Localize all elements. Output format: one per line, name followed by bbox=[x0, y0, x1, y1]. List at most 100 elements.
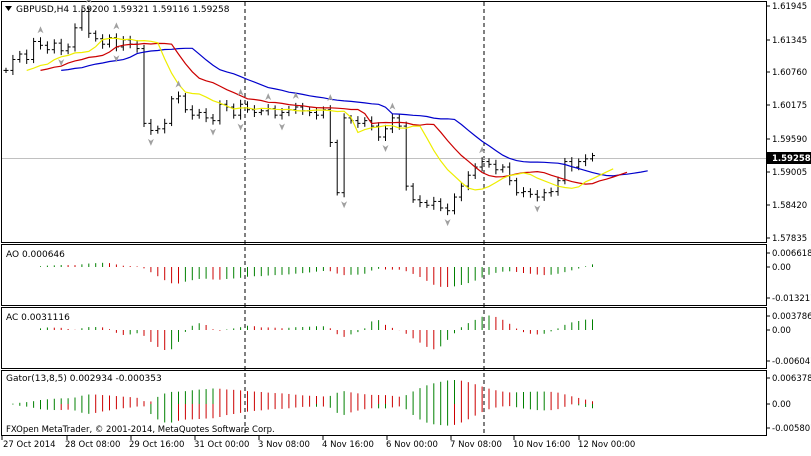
ac-axis-label: 0.00 bbox=[772, 326, 791, 336]
fractal-down-marker bbox=[113, 55, 120, 63]
ao-axis-label: 0.00 bbox=[772, 263, 791, 273]
time-axis-label: 27 Oct 2014 bbox=[3, 440, 56, 450]
time-axis-label: 29 Oct 16:00 bbox=[129, 440, 184, 450]
ohlc-bar bbox=[362, 117, 368, 127]
ohlc-bar bbox=[189, 105, 195, 120]
price-axis-label: 1.60175 bbox=[772, 101, 807, 111]
fractal-down-marker bbox=[210, 128, 216, 136]
fractal-up-marker bbox=[292, 91, 299, 99]
ao-axis-label: 0.006618 bbox=[772, 249, 811, 259]
ao-axis-label: -0.013217 bbox=[772, 294, 811, 304]
ohlc-bar bbox=[341, 113, 347, 198]
current-price-label: 1.59258 bbox=[772, 154, 811, 164]
ac-axis-label: 0.003786 bbox=[772, 312, 811, 322]
ohlc-bar bbox=[231, 103, 237, 119]
fractal-up-marker bbox=[37, 26, 44, 34]
ohlc-bar bbox=[417, 195, 423, 208]
ac-axis: 0.003786 0.00 -0.006047 bbox=[766, 312, 811, 367]
main-price-axis[interactable]: 1.61945 1.61345 1.60760 1.60175 1.59590 … bbox=[766, 2, 807, 244]
ohlc-bar bbox=[10, 54, 16, 75]
ohlc-bar bbox=[127, 35, 133, 49]
fractal-up-marker bbox=[85, 0, 92, 3]
fractal-up-marker bbox=[237, 88, 244, 96]
gator-axis-label: 0.00 bbox=[772, 400, 791, 410]
ohlc-bar bbox=[210, 113, 216, 125]
ohlc-bar bbox=[500, 164, 506, 173]
fractal-up-marker bbox=[389, 102, 396, 110]
fractal-up-marker bbox=[479, 146, 486, 154]
price-axis-label: 1.59590 bbox=[772, 135, 807, 145]
ohlc-bar bbox=[534, 190, 540, 202]
ohlc-bar bbox=[17, 50, 23, 63]
ohlc-bar bbox=[251, 105, 257, 118]
ohlc-bar bbox=[169, 96, 175, 127]
ao-info-text: AO 0.000646 bbox=[6, 250, 65, 260]
ohlc-bar bbox=[590, 152, 595, 162]
ohlc-bar bbox=[272, 105, 278, 119]
ohlc-bar bbox=[258, 108, 264, 116]
ohlc-bar bbox=[238, 99, 244, 120]
ohlc-bar bbox=[431, 196, 437, 210]
fractal-down-marker bbox=[382, 144, 389, 152]
chart-corner-triangle bbox=[5, 6, 12, 11]
ohlc-bar bbox=[569, 157, 575, 172]
ohlc-bar bbox=[300, 102, 306, 115]
ohlc-bar bbox=[389, 113, 395, 134]
gator-panel-frame bbox=[1, 370, 767, 436]
ohlc-bar bbox=[458, 181, 464, 202]
ohlc-bar bbox=[196, 108, 202, 119]
ohlc-bar bbox=[452, 193, 457, 215]
ao-axis: 0.006618 0.00 -0.013217 bbox=[766, 249, 811, 304]
time-axis-label: 12 Nov 00:00 bbox=[578, 440, 635, 450]
ohlc-bar bbox=[86, 6, 92, 38]
gator-info-text: Gator(13,8,5) 0.002934 -0.000353 bbox=[6, 374, 162, 384]
ohlc-bar bbox=[514, 177, 520, 196]
ohlc-bar bbox=[355, 116, 361, 128]
fractal-down-marker bbox=[534, 205, 541, 213]
ohlc-bar bbox=[521, 187, 526, 198]
ohlc-bar bbox=[182, 93, 188, 113]
ohlc-bar bbox=[403, 121, 409, 191]
ohlc-bar bbox=[203, 108, 209, 123]
ohlc-bar bbox=[51, 39, 57, 54]
alligator-jaw-line bbox=[61, 47, 648, 177]
ao-panel-frame bbox=[1, 244, 767, 306]
ohlc-bar bbox=[79, 8, 85, 31]
ohlc-bar bbox=[176, 91, 181, 104]
ohlc-bar bbox=[24, 49, 30, 64]
ohlc-bar bbox=[438, 198, 444, 212]
ohlc-bar bbox=[286, 106, 292, 117]
main-panel-frame bbox=[1, 1, 767, 243]
ohlc-bar bbox=[541, 188, 547, 201]
fractal-down-marker bbox=[341, 201, 348, 209]
alligator-teeth-line bbox=[40, 42, 628, 185]
fractal-down-marker bbox=[279, 123, 285, 131]
ohlc-bar bbox=[479, 157, 485, 172]
ohlc-bar bbox=[376, 122, 382, 141]
ohlc-bar bbox=[445, 203, 451, 216]
fractal-up-marker bbox=[327, 94, 334, 102]
ac-panel-frame bbox=[1, 307, 767, 369]
ohlc-bar bbox=[155, 125, 161, 134]
price-axis-label: 1.61345 bbox=[772, 36, 807, 46]
ohlc-bar bbox=[141, 44, 147, 128]
time-axis-label: 28 Oct 08:00 bbox=[65, 440, 120, 450]
fractal-down-marker bbox=[58, 59, 65, 67]
fractal-down-marker bbox=[147, 138, 154, 146]
price-axis-label: 1.61945 bbox=[772, 2, 807, 12]
ohlc-bar bbox=[507, 162, 513, 186]
time-axis-label: 10 Nov 16:00 bbox=[513, 440, 570, 450]
price-axis-label: 1.58420 bbox=[772, 201, 807, 211]
time-axis[interactable]: 27 Oct 2014 28 Oct 08:00 29 Oct 16:00 31… bbox=[1, 436, 635, 450]
ohlc-bar bbox=[162, 118, 168, 134]
ohlc-bar bbox=[383, 124, 388, 141]
fractal-down-marker bbox=[237, 123, 244, 131]
ohlc-bar bbox=[245, 101, 250, 113]
time-axis-label: 3 Nov 08:00 bbox=[258, 440, 310, 450]
gator-axis: 0.006378 0.00 -0.005807 bbox=[766, 374, 811, 434]
ohlc-bar bbox=[3, 67, 9, 74]
fractal-up-marker bbox=[113, 22, 120, 30]
gator-axis-label: -0.005807 bbox=[772, 424, 811, 434]
